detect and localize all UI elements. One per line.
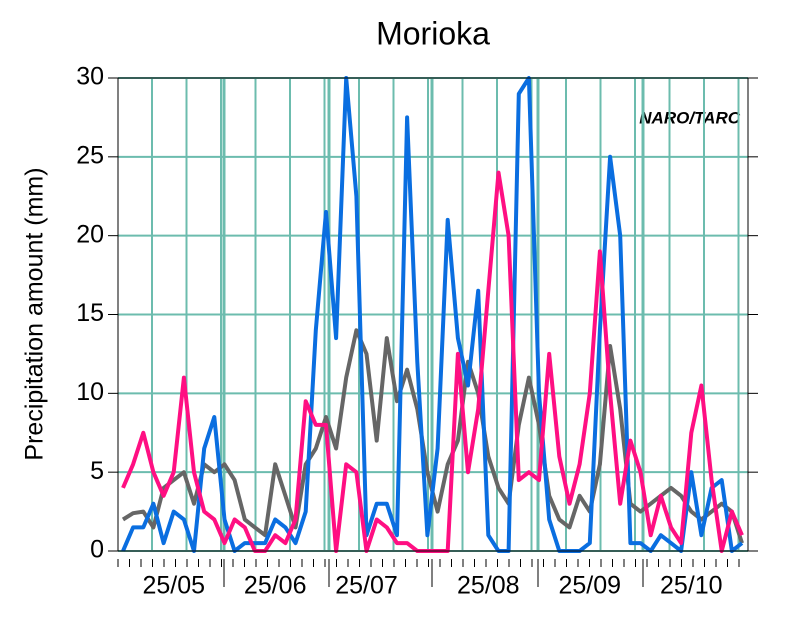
y-tick-label: 10 [76, 378, 104, 406]
plot-frame [117, 77, 749, 552]
y-tick-label: 25 [76, 141, 104, 169]
y-tick-label: 30 [76, 63, 104, 91]
y-tick-label: 15 [76, 299, 104, 327]
x-tick-label: 25/10 [660, 572, 723, 600]
x-tick-label: 25/09 [559, 572, 622, 600]
x-tick-label: 25/07 [335, 572, 398, 600]
y-tick-label: 0 [90, 536, 104, 564]
y-tick-label: 20 [76, 220, 104, 248]
y-tick-label: 5 [90, 457, 104, 485]
series-line [121, 76, 744, 553]
x-tick-label: 25/06 [244, 572, 307, 600]
chart-title: Morioka [376, 15, 490, 51]
annotation: NARO/TARC [639, 108, 740, 127]
x-tick-label: 25/08 [457, 572, 520, 600]
y-axis-label: Precipitation amount (mm) [21, 167, 49, 460]
x-tick-label: 25/05 [142, 572, 205, 600]
